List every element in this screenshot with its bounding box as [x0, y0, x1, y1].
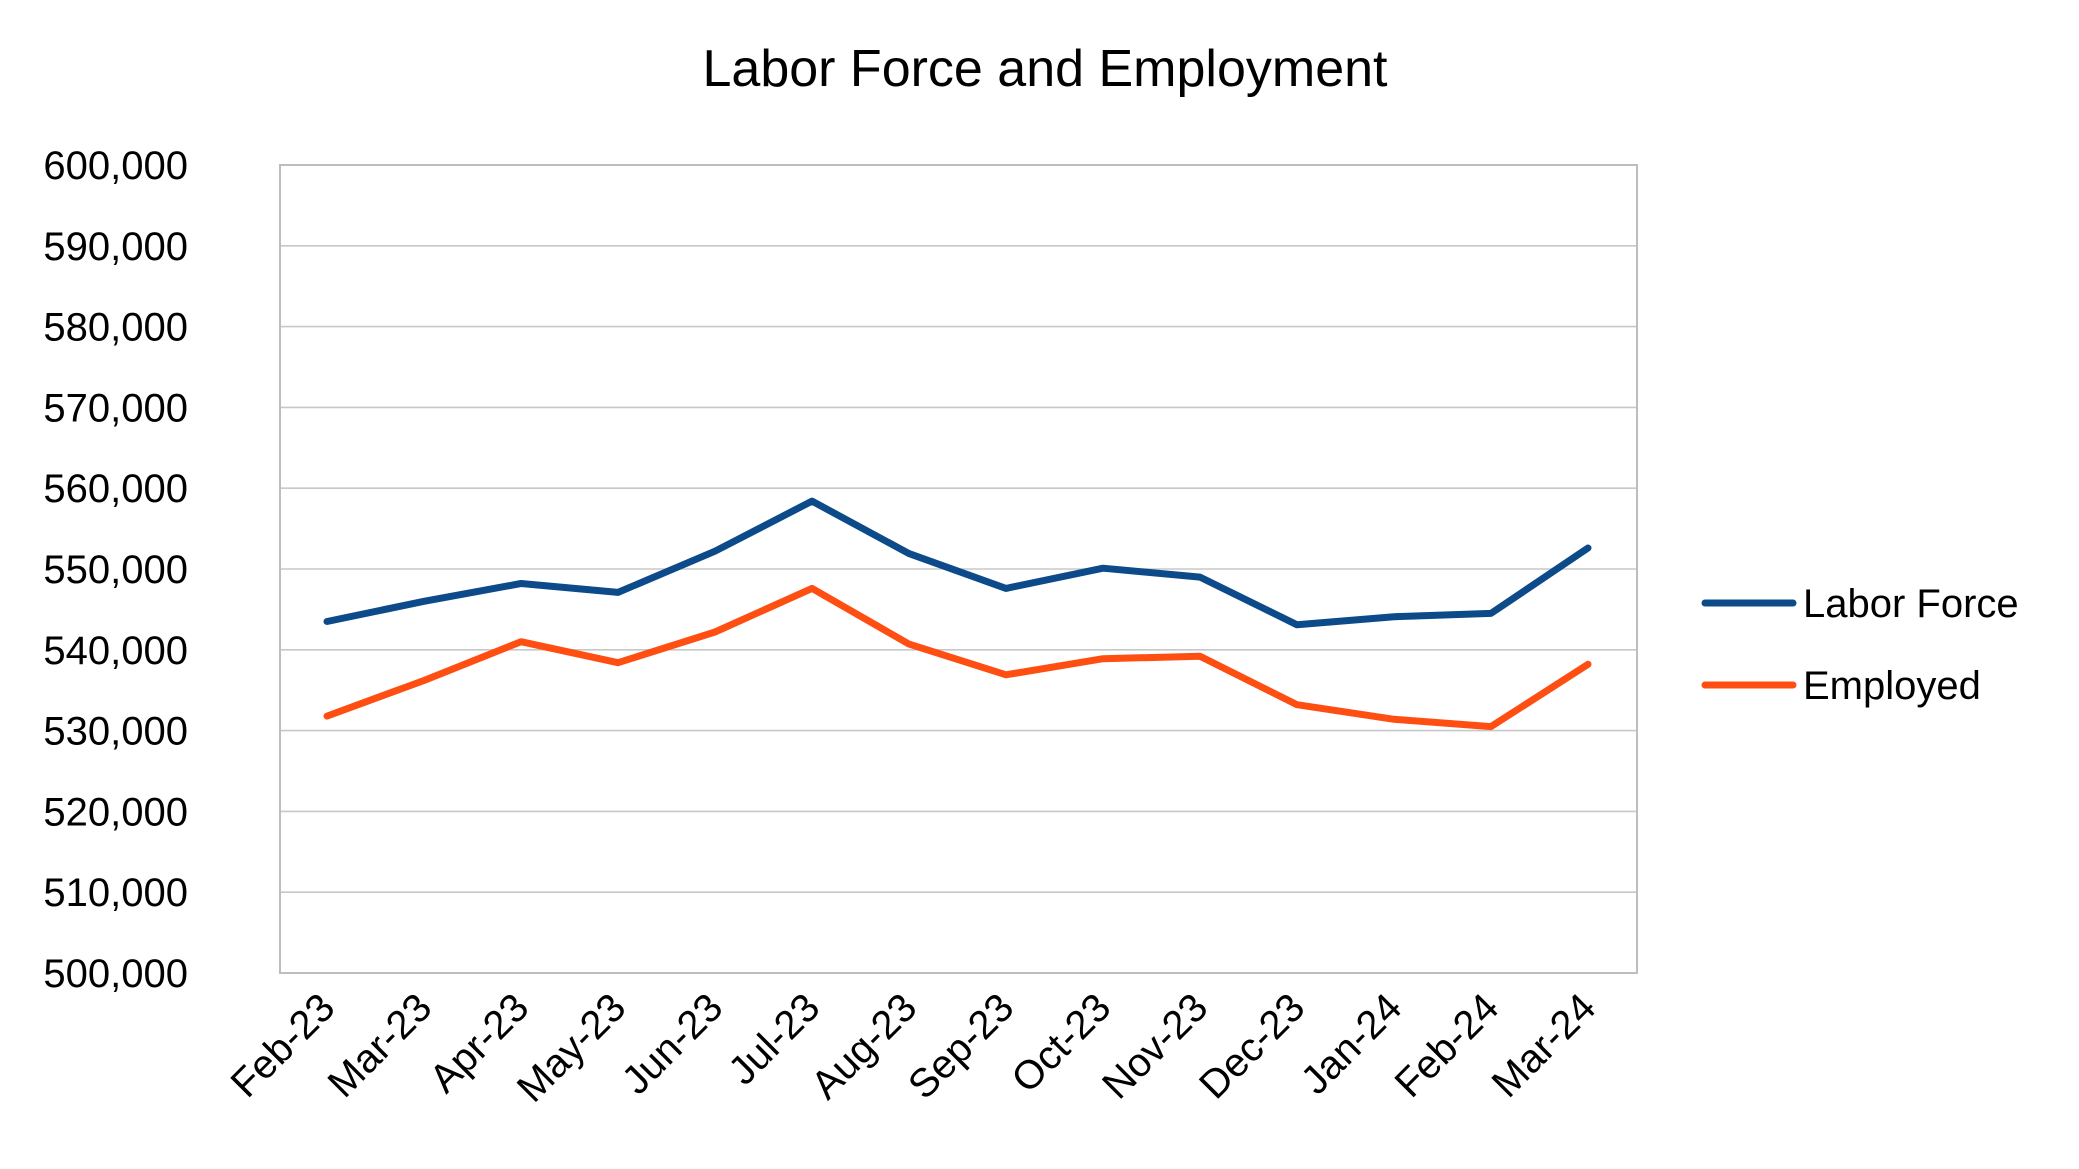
x-tick-label: Nov-23 [1094, 985, 1216, 1107]
y-tick-label: 550,000 [43, 548, 188, 592]
y-tick-label: 560,000 [43, 467, 188, 511]
x-tick-label: Sep-23 [900, 985, 1022, 1107]
x-tick-label: Mar-23 [320, 985, 441, 1106]
y-tick-label: 600,000 [43, 144, 188, 188]
y-tick-label: 520,000 [43, 790, 188, 834]
x-tick-label: Mar-24 [1484, 985, 1605, 1106]
y-tick-label: 510,000 [43, 871, 188, 915]
y-tick-label: 570,000 [43, 386, 188, 430]
x-tick-label: Dec-23 [1191, 985, 1313, 1107]
y-tick-label: 580,000 [43, 306, 188, 350]
x-tick-label: May-23 [509, 985, 634, 1110]
x-axis-ticks: Feb-23Mar-23Apr-23May-23Jun-23Jul-23Aug-… [223, 985, 1605, 1110]
series-lines [323, 497, 1592, 731]
x-tick-label: Feb-24 [1387, 985, 1508, 1106]
y-tick-label: 530,000 [43, 710, 188, 754]
plot-area-border [279, 164, 1638, 974]
x-tick-label: Jan-24 [1293, 985, 1411, 1103]
x-tick-label: Feb-23 [223, 985, 344, 1106]
y-tick-label: 540,000 [43, 629, 188, 673]
chart-title: Labor Force and Employment [702, 40, 1388, 98]
y-tick-label: 590,000 [43, 225, 188, 269]
x-tick-label: Aug-23 [803, 985, 925, 1107]
legend: Labor Force Employed [1701, 582, 2019, 708]
x-tick-label: Jun-23 [614, 985, 732, 1103]
legend-label: Employed [1803, 664, 1981, 708]
series-line-employed [323, 584, 1592, 731]
series-line-labor-force [323, 497, 1592, 629]
legend-label: Labor Force [1803, 582, 2019, 626]
y-axis-ticks: 500,000 510,000 520,000 530,000 540,000 550,0… [43, 144, 188, 996]
y-tick-label: 500,000 [43, 952, 188, 996]
